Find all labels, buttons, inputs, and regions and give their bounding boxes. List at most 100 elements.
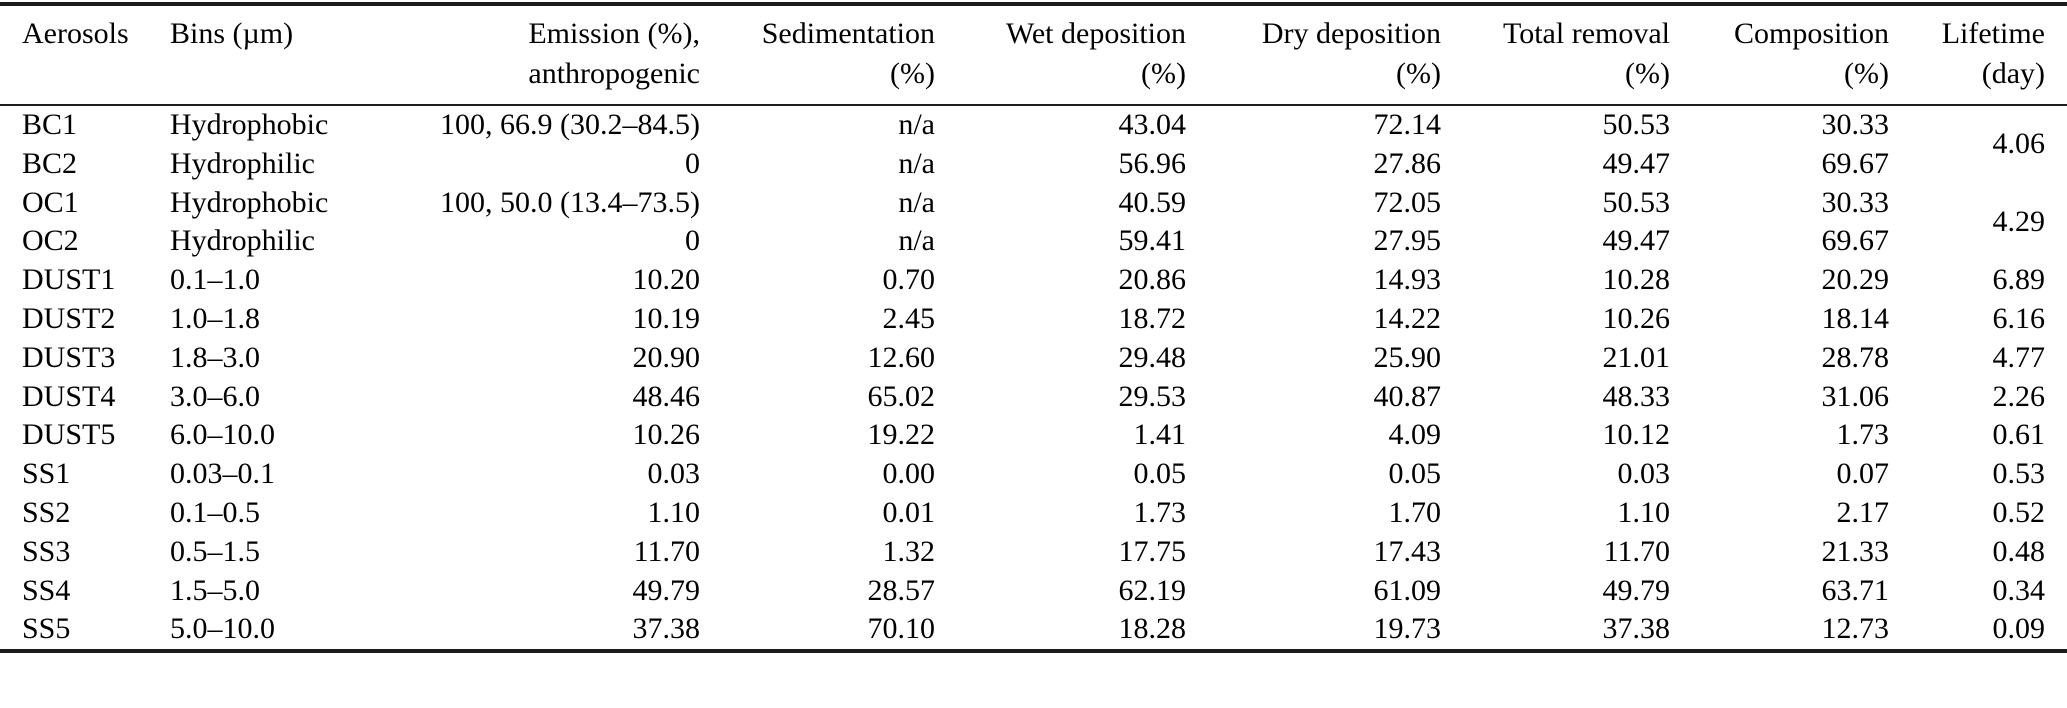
cell-total_removal: 21.01 (1602, 340, 1671, 374)
cell-total_removal: 10.26 (1602, 301, 1671, 335)
cell-wet_deposition: 29.53 (1118, 379, 1187, 413)
cell-total_removal: 49.47 (1602, 224, 1671, 258)
cell-sedimentation: n/a (898, 185, 935, 219)
col-header-bins: Bins (µm) (170, 4, 355, 105)
cell-aerosol: DUST5 (22, 418, 116, 452)
col-header-line2: (%) (1141, 57, 1186, 90)
cell-aerosol: SS5 (22, 612, 71, 646)
cell-aerosol: BC2 (22, 146, 78, 180)
col-header-line2: (day) (1981, 57, 2045, 90)
cell-total_removal: 37.38 (1602, 612, 1671, 646)
cell-composition: 2.17 (1836, 495, 1890, 529)
cell-dry_deposition: 14.22 (1373, 301, 1442, 335)
cell-sedimentation: 19.22 (867, 418, 936, 452)
cell-dry_deposition: 4.09 (1388, 418, 1442, 452)
cell-wet_deposition: 0.05 (1133, 457, 1187, 491)
col-header-dry_deposition: Dry deposition (%) (1186, 4, 1441, 105)
cell-composition: 0.07 (1836, 457, 1890, 491)
cell-total_removal: 10.28 (1602, 263, 1671, 297)
cell-composition: 69.67 (1821, 224, 1890, 258)
cell-total_removal: 49.47 (1602, 146, 1671, 180)
cell-dry_deposition: 61.09 (1373, 573, 1442, 607)
cell-emission: 0.03 (647, 457, 701, 491)
cell-aerosol: SS3 (22, 534, 71, 568)
cell-sedimentation: 70.10 (867, 612, 936, 646)
col-header-line1: Sedimentation (761, 17, 935, 50)
cell-aerosol: OC2 (22, 224, 79, 258)
cell-dry_deposition: 19.73 (1373, 612, 1442, 646)
cell-bins: 1.5–5.0 (170, 573, 260, 607)
cell-emission: 37.38 (632, 612, 701, 646)
table-row-dust1: DUST1 0.1–1.0 10.20 0.70 20.86 14.93 10.28 20.2… (0, 261, 2067, 300)
col-header-line2: anthropogenic (528, 57, 700, 90)
col-header-line2: (%) (1396, 57, 1441, 90)
cell-total_removal: 50.53 (1602, 185, 1671, 219)
cell-emission: 11.70 (633, 534, 700, 568)
cell-sedimentation: 12.60 (867, 340, 936, 374)
cell-composition: 1.73 (1836, 418, 1890, 452)
cell-composition: 63.71 (1821, 573, 1890, 607)
col-header-line1: Composition (1733, 17, 1889, 50)
table-row-ss3: SS3 0.5–1.5 11.70 1.32 17.75 17.43 11.70 21.33 0… (0, 533, 2067, 572)
cell-bins: 1.0–1.8 (170, 301, 260, 335)
cell-sedimentation: n/a (898, 146, 935, 180)
cell-emission: 48.46 (632, 379, 701, 413)
col-header-sedimentation: Sedimentation (%) (700, 4, 935, 105)
cell-aerosol: SS1 (22, 457, 71, 491)
cell-dry_deposition: 0.05 (1388, 457, 1442, 491)
cell-dry_deposition: 27.95 (1373, 224, 1442, 258)
table-row-dust2: DUST2 1.0–1.8 10.19 2.45 18.72 14.22 10.26 18.1… (0, 300, 2067, 339)
cell-emission: 100, 50.0 (13.4–73.5) (440, 185, 700, 219)
col-header-composition: Composition (%) (1670, 4, 1889, 105)
cell-wet_deposition: 40.59 (1118, 185, 1187, 219)
cell-sedimentation: 0.01 (882, 495, 936, 529)
cell-dry_deposition: 72.05 (1373, 185, 1442, 219)
cell-composition: 30.33 (1821, 108, 1890, 141)
col-header-line2: (%) (1844, 57, 1889, 90)
cell-lifetime: 0.52 (1992, 495, 2046, 529)
col-header-line1: Bins (µm) (170, 17, 294, 50)
table-row-bc2: BC2 Hydrophilic 0 n/a 56.96 27.86 49.47 69.67 (0, 145, 2067, 184)
cell-bins: 0.5–1.5 (170, 534, 260, 568)
cell-sedimentation: 0.70 (882, 263, 936, 297)
cell-lifetime: 4.77 (1992, 340, 2046, 374)
cell-sedimentation: n/a (898, 224, 935, 258)
table-row-dust3: DUST3 1.8–3.0 20.90 12.60 29.48 25.90 21.01 28.… (0, 339, 2067, 378)
cell-composition: 28.78 (1821, 340, 1890, 374)
cell-wet_deposition: 1.73 (1133, 495, 1187, 529)
cell-sedimentation: n/a (898, 108, 935, 141)
cell-lifetime: 0.09 (1992, 612, 2046, 646)
cell-emission: 0 (685, 146, 700, 180)
cell-dry_deposition: 25.90 (1373, 340, 1442, 374)
cell-lifetime: 6.16 (1992, 301, 2046, 335)
cell-bins: 0.03–0.1 (170, 457, 275, 491)
cell-wet_deposition: 56.96 (1118, 146, 1187, 180)
table-row-ss4: SS4 1.5–5.0 49.79 28.57 62.19 61.09 49.79 63.71… (0, 572, 2067, 611)
cell-composition: 30.33 (1821, 185, 1890, 219)
cell-aerosol: DUST2 (22, 301, 116, 335)
table-row-ss2: SS2 0.1–0.5 1.10 0.01 1.73 1.70 1.10 2.17 0.52 (0, 494, 2067, 533)
cell-total_removal: 48.33 (1602, 379, 1671, 413)
col-header-aerosol: Aerosols (0, 4, 170, 105)
cell-dry_deposition: 27.86 (1373, 146, 1442, 180)
cell-composition: 31.06 (1821, 379, 1890, 413)
cell-total_removal: 50.53 (1602, 108, 1671, 141)
cell-lifetime: 0.48 (1992, 534, 2046, 568)
cell-sedimentation: 2.45 (882, 301, 936, 335)
cell-composition: 12.73 (1821, 612, 1890, 646)
table-row-bc1: BC1 Hydrophobic 100, 66.9 (30.2–84.5) n/a 43… (0, 105, 2067, 160)
cell-bins: 6.0–10.0 (170, 418, 275, 452)
cell-bins: 5.0–10.0 (170, 612, 275, 646)
cell-bins: 1.8–3.0 (170, 340, 260, 374)
cell-aerosol: DUST1 (22, 263, 116, 297)
table-row-oc2: OC2 Hydrophilic 0 n/a 59.41 27.95 49.47 69.67 (0, 222, 2067, 261)
cell-wet_deposition: 43.04 (1118, 108, 1187, 141)
aerosol-removal-table: Aerosols Bins (µm) Emission (%), anthropo… (0, 2, 2067, 654)
table-row-dust5: DUST5 6.0–10.0 10.26 19.22 1.41 4.09 10.12 1.73… (0, 416, 2067, 455)
cell-emission: 49.79 (632, 573, 701, 607)
cell-composition: 20.29 (1821, 263, 1890, 297)
cell-wet_deposition: 59.41 (1118, 224, 1187, 258)
cell-sedimentation: 65.02 (867, 379, 936, 413)
table-row-dust4: DUST4 3.0–6.0 48.46 65.02 29.53 40.87 48.33 31.… (0, 378, 2067, 417)
col-header-lifetime: Lifetime (day) (1889, 4, 2067, 105)
